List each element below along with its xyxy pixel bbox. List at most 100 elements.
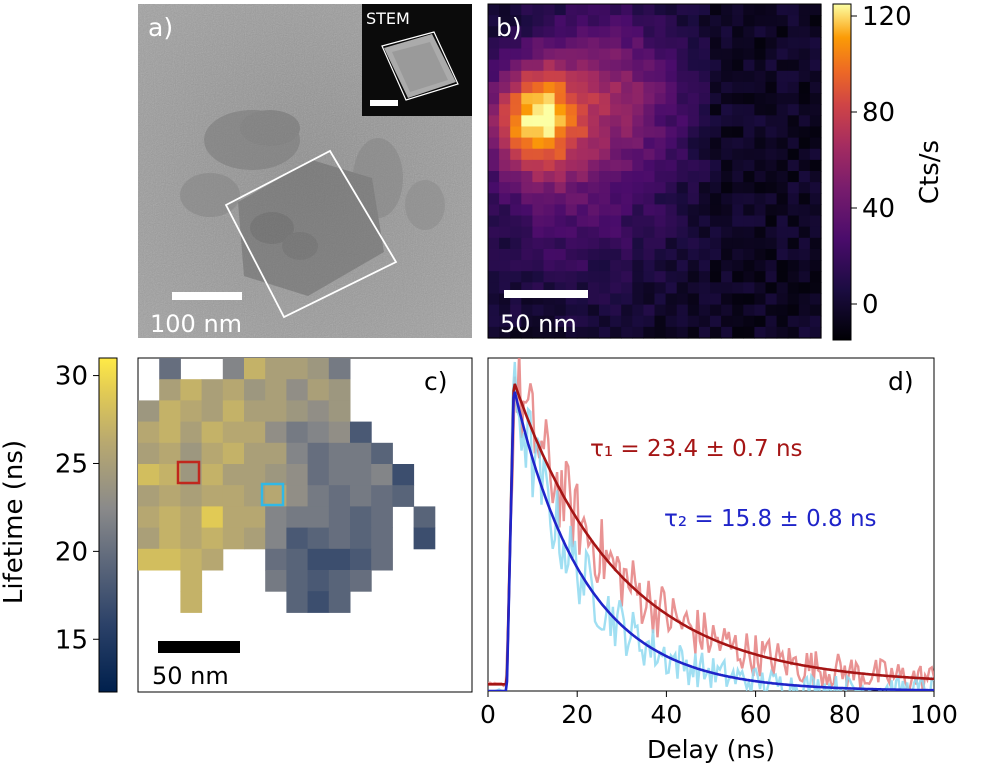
intensity-pixel [610, 81, 622, 94]
intensity-pixel [643, 271, 656, 283]
intensity-pixel [721, 159, 733, 172]
intensity-pixel [776, 48, 789, 61]
intensity-pixel [599, 171, 611, 183]
intensity-pixel [754, 59, 767, 72]
intensity-pixel [798, 48, 811, 61]
intensity-pixel [510, 248, 522, 261]
lifetime-pixel [328, 485, 351, 507]
intensity-pixel [676, 26, 689, 38]
colorbar-c [98, 357, 118, 693]
stem-inset-label: STEM [366, 9, 410, 28]
intensity-pixel [610, 137, 622, 150]
intensity-pixel [499, 137, 511, 150]
intensity-pixel [776, 115, 789, 128]
intensity-pixel [732, 204, 744, 217]
x-tick-label: 60 [740, 700, 772, 729]
intensity-pixel [543, 159, 556, 172]
intensity-pixel [521, 126, 533, 139]
intensity-pixel [665, 204, 678, 217]
intensity-pixel [654, 37, 667, 50]
intensity-pixel [632, 271, 644, 283]
intensity-pixel [621, 48, 633, 61]
intensity-pixel [676, 70, 689, 83]
intensity-pixel [599, 193, 611, 205]
intensity-pixel [499, 326, 511, 339]
intensity-pixel [710, 70, 722, 83]
intensity-pixel [621, 271, 633, 283]
intensity-pixel [599, 148, 611, 161]
intensity-pixel [743, 215, 755, 228]
intensity-pixel [499, 48, 511, 61]
intensity-pixel [721, 93, 733, 105]
colorbar-tick-label: 20 [55, 537, 88, 567]
intensity-pixel [488, 248, 500, 261]
intensity-pixel [710, 159, 722, 172]
intensity-pixel [587, 215, 600, 228]
intensity-pixel [743, 171, 755, 183]
intensity-pixel [654, 171, 667, 183]
lifetime-pixel [371, 506, 393, 529]
intensity-pixel [732, 48, 744, 61]
lifetime-pixel [328, 379, 351, 401]
intensity-pixel [687, 271, 700, 283]
intensity-pixel [809, 282, 822, 295]
intensity-pixel [643, 15, 656, 27]
intensity-pixel [765, 215, 778, 228]
intensity-pixel [676, 81, 689, 94]
intensity-pixel [665, 248, 678, 261]
intensity-pixel [510, 81, 522, 94]
intensity-pixel [543, 126, 556, 139]
intensity-pixel [643, 48, 656, 61]
intensity-pixel [499, 204, 511, 217]
intensity-pixel [676, 148, 689, 161]
intensity-pixel [732, 159, 744, 172]
lifetime-pixel [222, 442, 245, 465]
intensity-pixel [710, 260, 722, 272]
intensity-pixel [521, 282, 533, 295]
intensity-pixel [654, 126, 667, 139]
intensity-pixel [787, 215, 800, 228]
intensity-pixel [776, 248, 789, 261]
intensity-pixel [676, 204, 689, 217]
intensity-pixel [687, 26, 700, 38]
intensity-pixel [765, 104, 778, 116]
intensity-pixel [721, 271, 733, 283]
intensity-pixel [532, 226, 545, 239]
intensity-pixel [676, 15, 689, 27]
intensity-pixel [621, 171, 633, 183]
intensity-pixel [521, 248, 533, 261]
intensity-pixel [676, 271, 689, 283]
panel-d: 0 20 40 60 80 100 Delay (ns) d) τ₁ = 23.4 ± 0… [480, 357, 958, 764]
intensity-pixel [599, 81, 611, 94]
intensity-pixel [787, 48, 800, 61]
intensity-pixel [732, 137, 744, 150]
intensity-pixel [665, 226, 678, 239]
intensity-pixel [565, 315, 578, 328]
panel-b-frame [487, 3, 822, 339]
intensity-pixel [732, 326, 744, 339]
intensity-pixel [543, 93, 556, 105]
intensity-pixel [499, 159, 511, 172]
lifetime-pixel [201, 506, 224, 529]
intensity-pixel [565, 237, 578, 250]
intensity-pixel [754, 293, 767, 306]
intensity-pixel [565, 159, 578, 172]
intensity-pixel [488, 326, 500, 339]
lifetime-pixel [180, 379, 203, 401]
intensity-pixel [565, 115, 578, 128]
intensity-pixel [599, 215, 611, 228]
lifetime-pixel [307, 485, 330, 507]
lifetime-pixel [159, 379, 181, 401]
lifetime-pixel [201, 464, 224, 486]
intensity-pixel [743, 226, 755, 239]
intensity-pixel [809, 248, 822, 261]
intensity-pixel [698, 70, 711, 83]
intensity-pixel [510, 260, 522, 272]
intensity-pixel [632, 204, 644, 217]
intensity-pixel [809, 215, 822, 228]
intensity-pixel [754, 215, 767, 228]
intensity-pixel [554, 70, 567, 83]
lifetime-pixel [307, 548, 330, 571]
intensity-pixel [488, 293, 500, 306]
intensity-pixel [676, 126, 689, 139]
